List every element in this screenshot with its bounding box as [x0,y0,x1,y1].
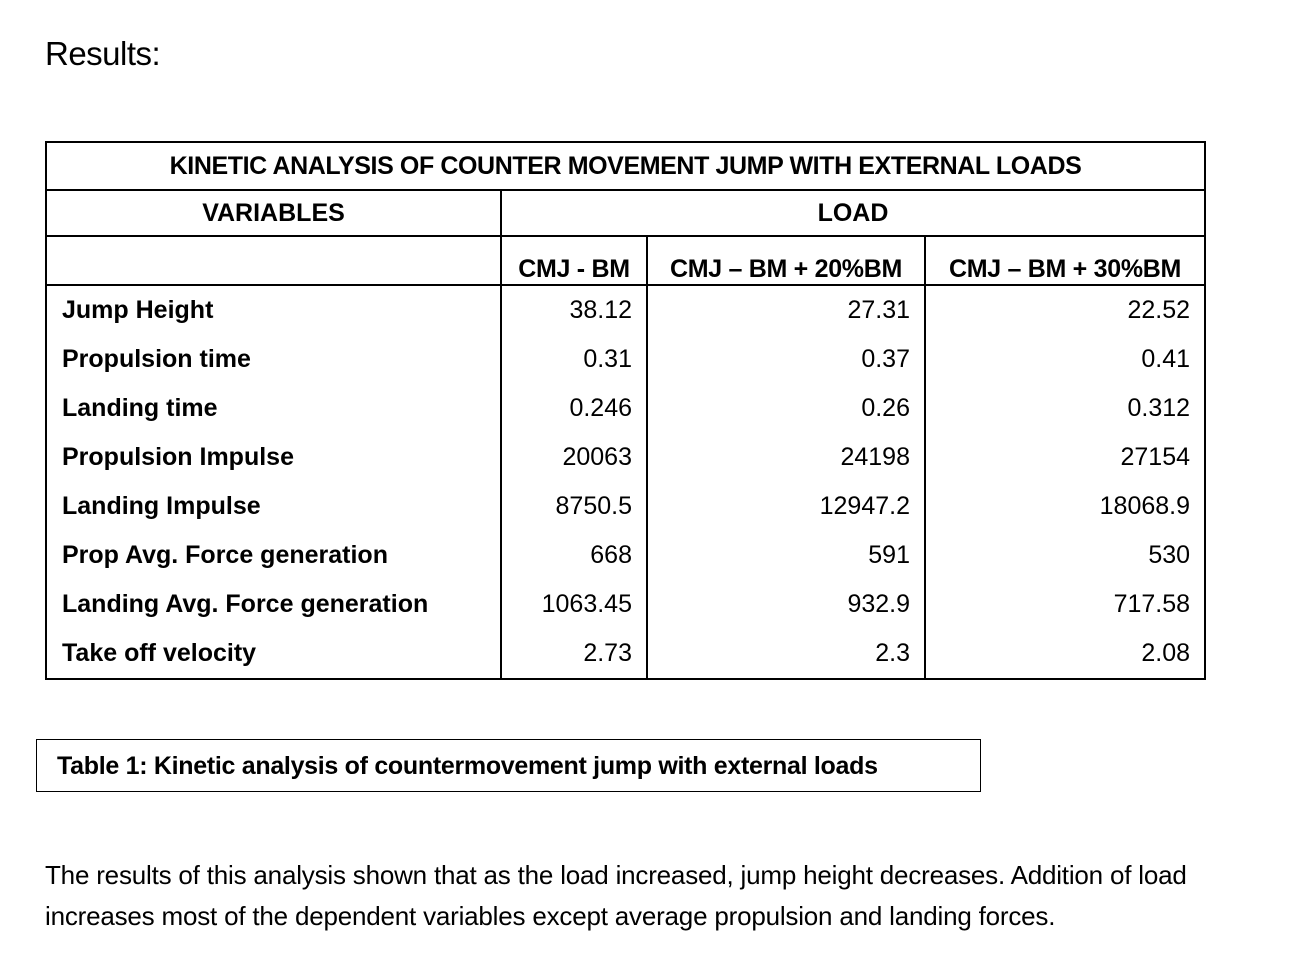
table-cell: 0.312 [1127,394,1191,422]
variables-header: VARIABLES [46,190,502,237]
table-cell: 8750.5 [501,482,648,531]
table-cell: 0.31 [501,335,648,384]
table-cell: 530 [1148,541,1191,569]
table-cell: 717.58 [1113,590,1191,618]
table-caption: Table 1: Kinetic analysis of countermove… [36,739,981,792]
table-row: Landing Impulse 8750.5 12947.2 18068.9 [46,482,1205,531]
table-cell: 22.52 [1127,296,1191,324]
column-header: CMJ - BM [501,236,648,286]
table-cell: 38.12 [501,285,648,335]
table-subheader-row: CMJ - BM CMJ – BM + 20%BM CMJ – BM + 30%… [46,236,1206,286]
table-title: KINETIC ANALYSIS OF COUNTER MOVEMENT JUM… [46,142,1206,191]
column-header: CMJ – BM + 30%BM [925,236,1206,286]
row-label: Take off velocity [46,629,502,679]
table-row: Prop Avg. Force generation 668 591 530 [46,531,1205,580]
table-row: Landing Avg. Force generation 1063.45 93… [46,580,1205,629]
table-row: Propulsion Impulse 20063 24198 27154 [46,433,1205,482]
table-cell: 2.08 [1141,639,1191,667]
row-label: Propulsion Impulse [46,433,502,482]
table-cell: 932.9 [647,580,926,629]
table-cell: 24198 [647,433,926,482]
results-table: KINETIC ANALYSIS OF COUNTER MOVEMENT JUM… [45,141,1207,680]
column-header: CMJ – BM + 20%BM [647,236,926,286]
row-label: Prop Avg. Force generation [46,531,502,580]
table-cell: 27154 [1120,443,1191,471]
table-cell: 20063 [501,433,648,482]
table-cell: 0.41 [1141,345,1191,373]
table-cell: 18068.9 [1099,492,1191,520]
row-label: Landing Impulse [46,482,502,531]
load-header: LOAD [501,190,1206,237]
table-cell: 2.73 [501,629,648,679]
results-paragraph: The results of this analysis shown that … [45,860,1187,931]
row-label: Landing time [46,384,502,433]
table-cell: 0.37 [647,335,926,384]
table-row: Take off velocity 2.73 2.3 2.08 [46,629,1205,679]
row-label: Propulsion time [46,335,502,384]
table-title-row: KINETIC ANALYSIS OF COUNTER MOVEMENT JUM… [46,142,1206,191]
table-cell: 668 [501,531,648,580]
row-label: Jump Height [46,285,502,335]
table-cell: 2.3 [647,629,926,679]
table-cell: 27.31 [647,285,926,335]
table-cell: 12947.2 [647,482,926,531]
table-row: Propulsion time 0.31 0.37 0.41 [46,335,1205,384]
table-row: Jump Height 38.12 27.31 22.52 [46,285,1205,335]
table-cell: 0.26 [647,384,926,433]
table-group-row: VARIABLES LOAD [46,190,1206,237]
empty-header-cell [46,236,502,286]
row-label: Landing Avg. Force generation [46,580,502,629]
section-heading: Results: [45,35,161,72]
table-row: Landing time 0.246 0.26 0.312 [46,384,1205,433]
table-cell: 1063.45 [501,580,648,629]
table-cell: 591 [647,531,926,580]
table-cell: 0.246 [501,384,648,433]
